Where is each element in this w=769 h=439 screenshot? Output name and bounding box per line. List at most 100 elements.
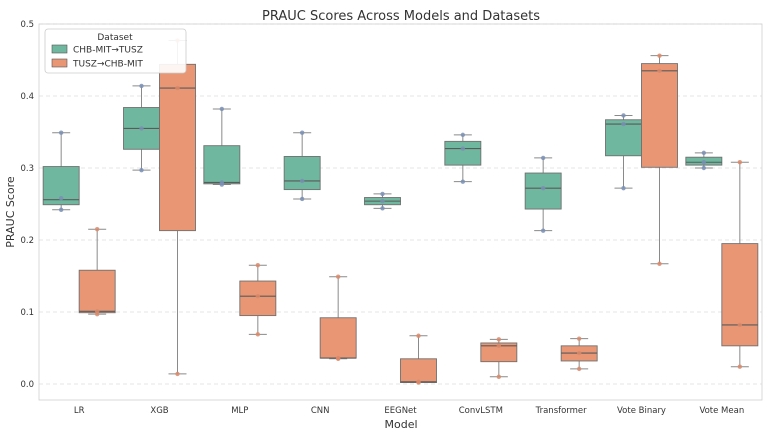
data-point	[540, 228, 546, 233]
data-point	[576, 366, 582, 372]
y-tick-label: 0.3	[20, 164, 34, 174]
data-point	[219, 180, 225, 185]
x-tick-label-lr: LR	[74, 406, 85, 416]
box-eegnet-tusz-chb-mit	[400, 333, 437, 385]
box-iqr	[78, 269, 116, 314]
x-tick-label-xgb: XGB	[150, 406, 168, 416]
data-point	[139, 126, 144, 131]
plot-area-frame	[38, 23, 763, 401]
data-point	[335, 355, 341, 361]
data-point	[460, 179, 466, 184]
y-tick-label: 0.5	[20, 20, 34, 30]
data-point	[737, 364, 743, 369]
x-tick-label-vote-mean: Vote Mean	[699, 406, 744, 416]
box-iqr	[400, 358, 437, 384]
data-point	[219, 106, 225, 112]
box-xgb-tusz-chb-mit	[159, 38, 196, 377]
data-point	[540, 155, 546, 161]
x-axis-ticks: LR XGB MLP CNN EEGNet ConvLSTM Transformer Vote…	[74, 406, 744, 416]
x-tick-label-transformer: Transformer	[535, 406, 588, 416]
data-point	[657, 53, 662, 58]
data-point	[255, 293, 261, 299]
box-vote-mean-tusz-chb-mit	[721, 160, 759, 369]
data-point	[299, 130, 305, 135]
legend-swatch-chb-mit-tusz	[51, 44, 68, 54]
data-point	[175, 371, 180, 377]
legend-frame	[44, 28, 187, 74]
box-iqr	[319, 317, 357, 359]
x-axis-label: Model	[384, 418, 417, 431]
series-tusz-chb-mit	[78, 38, 759, 385]
legend-title: Dataset	[97, 33, 133, 43]
data-point	[576, 350, 582, 356]
data-point	[737, 160, 743, 165]
legend-swatch-tusz-chb-mit	[51, 58, 68, 68]
legend: Dataset CHB-MIT→TUSZ TUSZ→CHB-MIT	[44, 28, 187, 74]
box-iqr	[641, 63, 678, 168]
data-point	[657, 261, 662, 266]
box-cnn-tusz-chb-mit	[319, 274, 357, 361]
series-chb-mit-tusz	[42, 83, 723, 233]
box-iqr	[283, 156, 321, 191]
data-point	[175, 85, 180, 91]
box-mlp-tusz-chb-mit	[239, 263, 277, 337]
legend-label-chb-mit-tusz: CHB-MIT→TUSZ	[73, 46, 143, 56]
box-iqr	[524, 172, 562, 210]
data-point	[380, 191, 385, 197]
box-iqr	[721, 243, 759, 347]
data-point	[299, 178, 305, 184]
box-cnn-chb-mit-tusz	[283, 130, 321, 202]
data-point	[58, 196, 64, 201]
data-point	[255, 263, 261, 268]
data-point	[139, 83, 144, 89]
legend-label-tusz-chb-mit: TUSZ→CHB-MIT	[72, 60, 143, 70]
data-point	[299, 196, 305, 202]
data-point	[621, 121, 626, 127]
chart-title: PRAUC Scores Across Models and Datasets	[262, 9, 540, 24]
box-iqr	[159, 63, 196, 232]
data-point	[460, 132, 466, 138]
box-vote-binary-tusz-chb-mit	[641, 53, 678, 266]
box-vote-mean-chb-mit-tusz	[685, 150, 723, 171]
data-point	[255, 332, 261, 337]
y-tick-label: 0.4	[20, 92, 34, 102]
y-tick-label: 0.2	[20, 236, 34, 246]
data-point	[58, 130, 64, 135]
x-tick-label-convlstm: ConvLSTM	[459, 406, 503, 416]
y-tick-label: 0.1	[20, 308, 34, 318]
data-point	[94, 309, 100, 314]
data-point	[701, 165, 707, 171]
y-axis-label: PRAUC Score	[4, 176, 17, 248]
y-axis-ticks: 0.0 0.1 0.2 0.3 0.4 0.5	[20, 20, 34, 390]
data-point	[576, 336, 582, 341]
x-tick-label-vote-binary: Vote Binary	[617, 406, 666, 416]
box-iqr	[444, 140, 482, 166]
y-tick-label: 0.0	[20, 380, 34, 390]
data-point	[94, 227, 100, 232]
data-point	[380, 206, 385, 211]
box-iqr	[203, 145, 241, 185]
box-convlstm-tusz-chb-mit	[480, 337, 518, 379]
data-point	[335, 274, 341, 279]
data-point	[540, 185, 546, 191]
data-point	[701, 160, 707, 165]
box-iqr	[480, 342, 518, 363]
data-point	[621, 113, 626, 118]
box-xgb-chb-mit-tusz	[123, 83, 160, 173]
data-point	[416, 379, 421, 385]
data-point	[701, 150, 707, 156]
box-lr-chb-mit-tusz	[42, 130, 80, 212]
data-point	[657, 68, 662, 74]
data-point	[58, 207, 64, 212]
data-point	[496, 374, 502, 379]
x-tick-label-mlp: MLP	[231, 406, 248, 416]
box-lr-tusz-chb-mit	[78, 227, 116, 317]
box-eegnet-chb-mit-tusz	[364, 191, 401, 211]
box-transformer-chb-mit-tusz	[524, 155, 562, 233]
data-point	[496, 337, 502, 342]
x-tick-label-cnn: CNN	[311, 406, 330, 416]
data-point	[621, 185, 626, 191]
box-vote-binary-chb-mit-tusz	[605, 113, 642, 191]
data-point	[380, 198, 385, 204]
